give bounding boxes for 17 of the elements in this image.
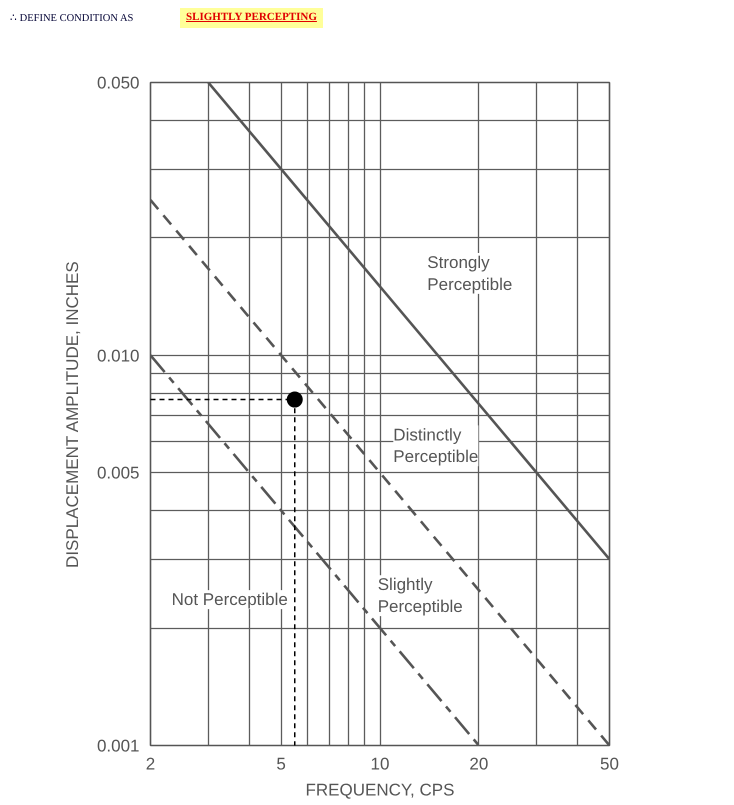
x-tick-label: 50 bbox=[600, 754, 619, 774]
chart-title: ∴ DEFINE CONDITION AS bbox=[10, 12, 134, 26]
x-axis-title: FREQUENCY, CPS bbox=[306, 780, 454, 800]
annotation: Strongly Perceptible bbox=[427, 253, 512, 294]
y-tick-label: 0.005 bbox=[96, 464, 140, 483]
y-tick-label: 0.010 bbox=[96, 346, 140, 366]
y-tick-label: 0.050 bbox=[96, 74, 140, 92]
x-tick-label: 10 bbox=[370, 754, 390, 774]
annotation: Slightly Perceptible bbox=[378, 575, 463, 616]
y-tick-label: 0.001 bbox=[96, 736, 140, 756]
chart-subtitle: SLIGHTLY PERCEPTING bbox=[180, 8, 323, 28]
annotation: Distinctly Perceptible bbox=[393, 425, 478, 466]
annotation: Not Perceptible bbox=[172, 590, 288, 610]
x-tick-label: 5 bbox=[276, 754, 286, 774]
x-tick-label: 2 bbox=[146, 754, 156, 774]
x-tick-label: 20 bbox=[469, 754, 488, 774]
y-axis-title: DISPLACEMENT AMPLITUDE, INCHES bbox=[62, 261, 82, 568]
